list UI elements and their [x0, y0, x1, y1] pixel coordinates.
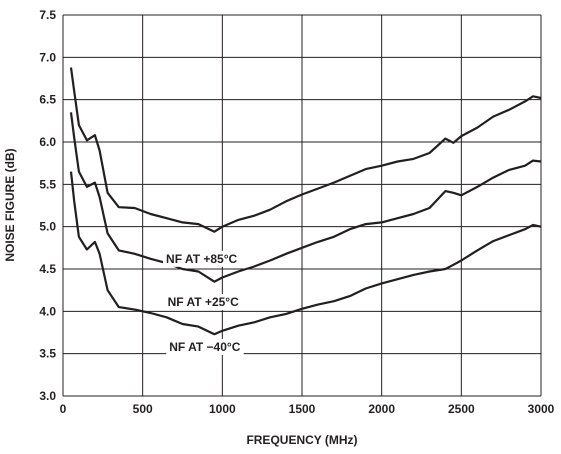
annotation-background: [163, 250, 241, 267]
series-line-2: [69, 171, 542, 336]
x-tick-label: 2500: [448, 402, 475, 416]
annotation-label: NF AT −40°C: [169, 340, 240, 354]
annotation-label: NF AT +85°C: [166, 252, 237, 266]
y-tick-label: 5.5: [39, 177, 56, 191]
y-tick-label: 4.5: [39, 262, 56, 276]
y-tick-label: 3.0: [39, 389, 56, 403]
annotations: NF AT +85°C NF AT +25°C NF AT −40°C: [163, 250, 244, 355]
series-line-1: [69, 112, 542, 283]
y-tick-label: 6.5: [39, 93, 56, 107]
y-tick-label: 5.0: [39, 220, 56, 234]
series-line-0: [69, 67, 542, 233]
annotation-background: [166, 338, 244, 355]
x-tick-label: 0: [60, 402, 67, 416]
grid: [62, 14, 542, 397]
y-tick-label: 3.5: [39, 347, 56, 361]
y-tick-labels: 3.0 3.5 4.0 4.5 5.0 5.5 6.0 6.5 7.0 7.5: [39, 8, 56, 403]
x-tick-label: 2000: [368, 402, 395, 416]
y-tick-label: 6.0: [39, 135, 56, 149]
x-tick-label: 1500: [289, 402, 316, 416]
series-group: [69, 67, 542, 336]
x-tick-label: 1000: [209, 402, 236, 416]
x-axis-title: FREQUENCY (MHz): [246, 433, 357, 447]
annotation-0: NF AT +85°C: [163, 250, 241, 267]
y-tick-label: 4.0: [39, 304, 56, 318]
y-tick-label: 7.0: [39, 50, 56, 64]
x-tick-labels: 0 500 1000 1500 2000 2500 3000: [60, 402, 555, 416]
y-tick-label: 7.5: [39, 8, 56, 22]
y-axis-title: NOISE FIGURE (dB): [3, 148, 17, 261]
x-tick-label: 3000: [528, 402, 555, 416]
annotation-1: NF AT +25°C: [164, 294, 243, 311]
x-tick-label: 500: [133, 402, 153, 416]
annotation-background: [164, 294, 243, 311]
annotation-2: NF AT −40°C: [166, 338, 244, 355]
annotation-label: NF AT +25°C: [168, 295, 239, 309]
